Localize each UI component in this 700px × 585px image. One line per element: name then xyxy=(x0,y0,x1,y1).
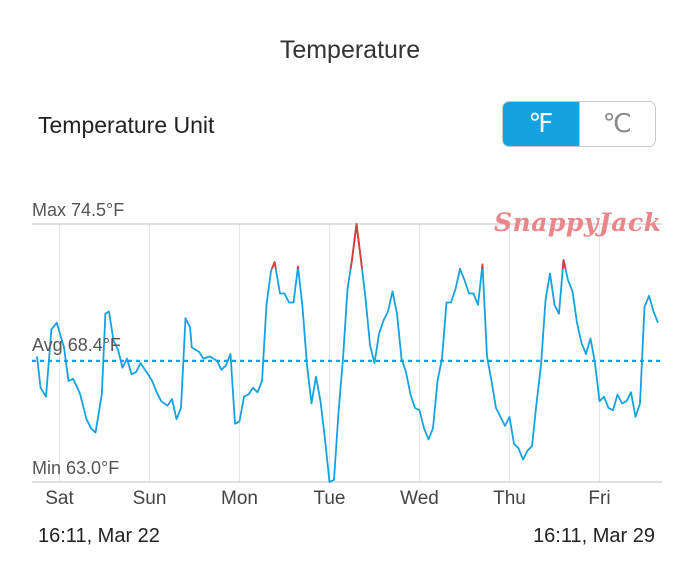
unit-segmented-control[interactable]: ℉ ℃ xyxy=(502,101,656,147)
x-tick-label: Wed xyxy=(400,488,439,509)
fahrenheit-option[interactable]: ℉ xyxy=(503,102,579,146)
min-label: Min 63.0°F xyxy=(32,458,119,478)
x-tick-label: Tue xyxy=(313,488,345,509)
x-tick-label: Fri xyxy=(588,488,610,509)
range-end: 16:11, Mar 29 xyxy=(533,525,655,547)
range-start: 16:11, Mar 22 xyxy=(38,525,160,547)
x-tick-label: Thu xyxy=(493,488,526,509)
max-label: Max 74.5°F xyxy=(32,200,124,220)
avg-label: Avg 68.4°F xyxy=(32,335,121,355)
above-threshold-series xyxy=(270,223,567,269)
watermark-logo: SnappyJack xyxy=(494,208,662,237)
x-tick-label: Sat xyxy=(45,488,74,509)
celsius-option[interactable]: ℃ xyxy=(578,102,655,146)
temperature-chart: Max 74.5°F Avg 68.4°F Min 63.0°F Sat Sun Mon T… xyxy=(32,200,662,509)
x-tick-label: Sun xyxy=(133,488,167,509)
temperature-unit-label: Temperature Unit xyxy=(38,112,215,138)
x-tick-label: Mon xyxy=(221,488,258,509)
page-title: Temperature xyxy=(279,36,421,64)
